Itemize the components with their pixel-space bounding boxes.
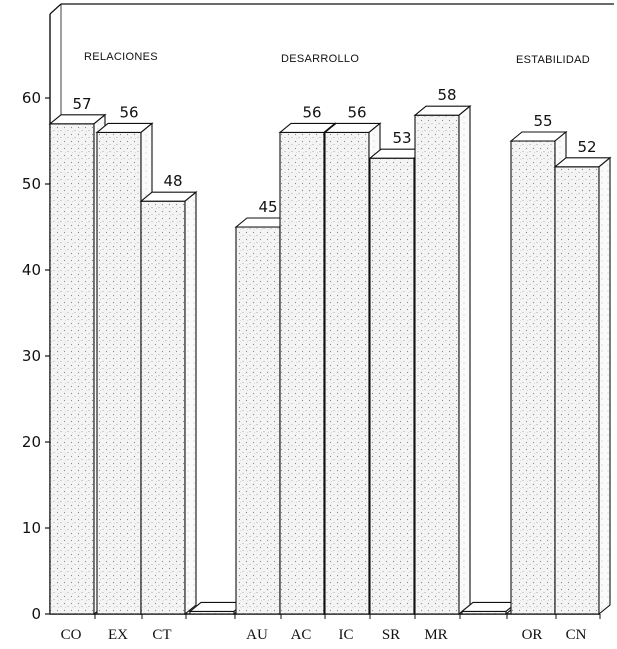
bar-front <box>414 114 460 615</box>
bar: 52 <box>553 138 612 616</box>
x-axis: CO EX CT AU AC IC SR MR OR CN <box>61 614 601 643</box>
y-tick-label: 40 <box>22 261 41 279</box>
x-tick-label: AC <box>291 627 312 643</box>
x-tick-label: IC <box>339 627 354 643</box>
bars: 57 56 48 45 56 56 53 58 55 52 <box>48 86 612 616</box>
bar-front <box>279 131 325 615</box>
group-label: RELACIONES <box>84 51 158 63</box>
bar-front <box>324 131 370 615</box>
value-label: 56 <box>302 103 321 121</box>
x-tick-label: CN <box>566 627 587 643</box>
bar-gap <box>460 601 519 616</box>
y-tick-label: 30 <box>22 347 41 365</box>
y-axis: 0 10 20 30 40 50 60 <box>22 89 50 623</box>
bar-side <box>184 191 197 616</box>
x-tick-label: MR <box>424 627 447 643</box>
value-label: 53 <box>392 129 411 147</box>
bar: 53 <box>368 129 427 616</box>
x-tick-label: SR <box>382 627 400 643</box>
group-label: ESTABILIDAD <box>516 54 590 66</box>
bar-front <box>235 226 281 615</box>
bar-side <box>458 105 471 616</box>
bar-front <box>140 200 186 615</box>
bar: 58 <box>413 86 472 616</box>
y-tick-label: 0 <box>31 605 41 623</box>
value-label: 56 <box>347 103 366 121</box>
bar: 48 <box>139 172 198 616</box>
x-tick-label: CT <box>152 627 171 643</box>
y-tick-label: 20 <box>22 433 41 451</box>
x-tick-label: EX <box>108 627 128 643</box>
bar-front <box>510 140 556 615</box>
x-tick-label: AU <box>246 627 268 643</box>
bar-front <box>554 166 600 615</box>
value-label: 52 <box>577 138 596 156</box>
value-label: 45 <box>258 198 277 216</box>
value-label: 57 <box>72 95 91 113</box>
bar-front <box>369 157 415 615</box>
x-tick-label: OR <box>522 627 543 643</box>
group-labels: RELACIONES DESARROLLO ESTABILIDAD <box>84 51 590 66</box>
y-tick-label: 10 <box>22 519 41 537</box>
group-label: DESARROLLO <box>281 53 359 65</box>
bar-front <box>96 131 142 615</box>
y-tick-label: 50 <box>22 175 41 193</box>
y-tick-label: 60 <box>22 89 41 107</box>
value-label: 56 <box>119 103 138 121</box>
value-label: 55 <box>533 112 552 130</box>
bar-front <box>49 123 95 615</box>
x-tick-label: CO <box>61 627 82 643</box>
frame-top-left-edge <box>49 3 62 15</box>
bar-side <box>598 156 611 616</box>
value-label: 48 <box>163 172 182 190</box>
value-label: 58 <box>437 86 456 104</box>
